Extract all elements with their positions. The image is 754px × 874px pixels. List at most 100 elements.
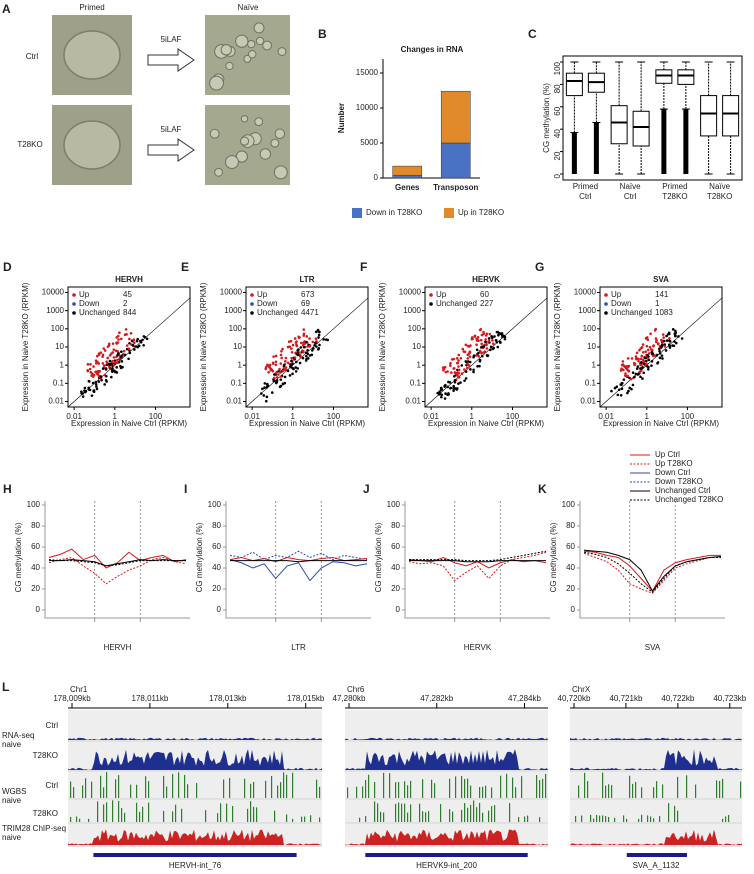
box bbox=[655, 69, 673, 84]
signal bbox=[611, 785, 613, 798]
point bbox=[110, 367, 113, 371]
signal bbox=[136, 784, 138, 798]
point bbox=[97, 362, 101, 365]
point bbox=[660, 346, 663, 349]
point bbox=[660, 354, 664, 357]
panel-label: D bbox=[3, 260, 12, 274]
point bbox=[456, 368, 459, 372]
point bbox=[662, 336, 665, 339]
legend-count: 1 bbox=[655, 299, 660, 308]
point bbox=[473, 335, 477, 338]
point bbox=[489, 345, 493, 349]
signal bbox=[695, 784, 697, 798]
chart-title: SVA bbox=[653, 275, 669, 284]
point bbox=[286, 369, 290, 373]
signal bbox=[118, 800, 120, 822]
colony bbox=[235, 34, 249, 48]
point bbox=[125, 332, 128, 336]
gene-label: HERVK9-int_200 bbox=[416, 861, 477, 870]
y-tick-label: 100 bbox=[408, 324, 422, 333]
ruler-label: 40,723kb bbox=[713, 694, 746, 703]
point bbox=[272, 376, 276, 380]
colony bbox=[209, 128, 220, 139]
signal bbox=[470, 785, 472, 798]
y-tick-label: 80 bbox=[31, 521, 40, 530]
point bbox=[644, 359, 648, 363]
signal bbox=[473, 800, 475, 822]
y-tick-label: 100 bbox=[51, 324, 65, 333]
signal bbox=[395, 782, 397, 798]
colony bbox=[247, 40, 256, 49]
colony bbox=[254, 117, 264, 127]
point bbox=[297, 348, 300, 351]
point bbox=[131, 343, 135, 347]
track-group-label: naive bbox=[2, 833, 22, 842]
profile-line bbox=[408, 551, 547, 582]
y-tick-label: 0.1 bbox=[410, 378, 422, 387]
signal bbox=[656, 781, 658, 798]
legend-count: 60 bbox=[480, 290, 489, 299]
axis-label: HERVK bbox=[464, 643, 492, 652]
ruler-label: 47,280kb bbox=[333, 694, 366, 703]
signal bbox=[647, 815, 649, 822]
gene-bar bbox=[626, 853, 687, 857]
signal bbox=[542, 778, 544, 798]
signal bbox=[491, 806, 493, 822]
point bbox=[298, 353, 302, 356]
signal bbox=[641, 787, 643, 798]
signal bbox=[581, 815, 583, 822]
point bbox=[314, 330, 318, 334]
legend-swatch bbox=[72, 311, 76, 315]
point bbox=[639, 361, 643, 364]
point bbox=[472, 354, 476, 357]
point bbox=[308, 337, 311, 340]
point bbox=[92, 365, 95, 368]
y-tick-label: 60 bbox=[391, 542, 400, 551]
signal bbox=[247, 808, 249, 822]
point bbox=[311, 340, 315, 344]
signal bbox=[662, 784, 664, 798]
signal bbox=[232, 806, 234, 822]
signal bbox=[368, 774, 370, 798]
point bbox=[460, 372, 464, 375]
diagonal bbox=[424, 297, 548, 408]
point bbox=[658, 349, 661, 353]
point bbox=[290, 359, 293, 363]
legend-count: 227 bbox=[480, 299, 494, 308]
point bbox=[145, 337, 149, 341]
axis-label: CG methylation (%) bbox=[542, 83, 551, 153]
axis-label: CG methylation (%) bbox=[14, 522, 23, 592]
signal bbox=[608, 817, 610, 822]
signal bbox=[524, 816, 526, 822]
y-tick-label: 1 bbox=[417, 360, 422, 369]
legend-label: Unchanged bbox=[257, 308, 298, 317]
y-tick-label: 0 bbox=[553, 173, 562, 178]
signal bbox=[570, 737, 742, 740]
point bbox=[491, 342, 495, 345]
y-tick-label: 0 bbox=[217, 605, 222, 614]
point bbox=[452, 389, 455, 392]
signal bbox=[374, 801, 376, 822]
y-tick-label: 20 bbox=[553, 151, 562, 160]
point bbox=[443, 385, 447, 388]
point bbox=[479, 338, 483, 342]
y-tick-label: 20 bbox=[391, 584, 400, 593]
point bbox=[460, 364, 464, 367]
signal bbox=[68, 829, 322, 845]
axis bbox=[404, 501, 550, 619]
legend-label: Down Ctrl bbox=[655, 468, 690, 477]
point bbox=[483, 350, 487, 354]
track-bg bbox=[68, 710, 322, 847]
track-label: Ctrl bbox=[46, 781, 59, 790]
box bbox=[610, 105, 628, 145]
point bbox=[616, 393, 620, 397]
signal bbox=[106, 772, 108, 798]
y-tick-label: 0.01 bbox=[48, 397, 64, 406]
signal bbox=[419, 803, 421, 822]
track-group-label: naive bbox=[2, 740, 22, 749]
point bbox=[95, 385, 98, 388]
point bbox=[646, 353, 649, 357]
legend-label: Unchanged bbox=[79, 308, 120, 317]
point bbox=[491, 347, 495, 351]
signal bbox=[148, 781, 150, 798]
